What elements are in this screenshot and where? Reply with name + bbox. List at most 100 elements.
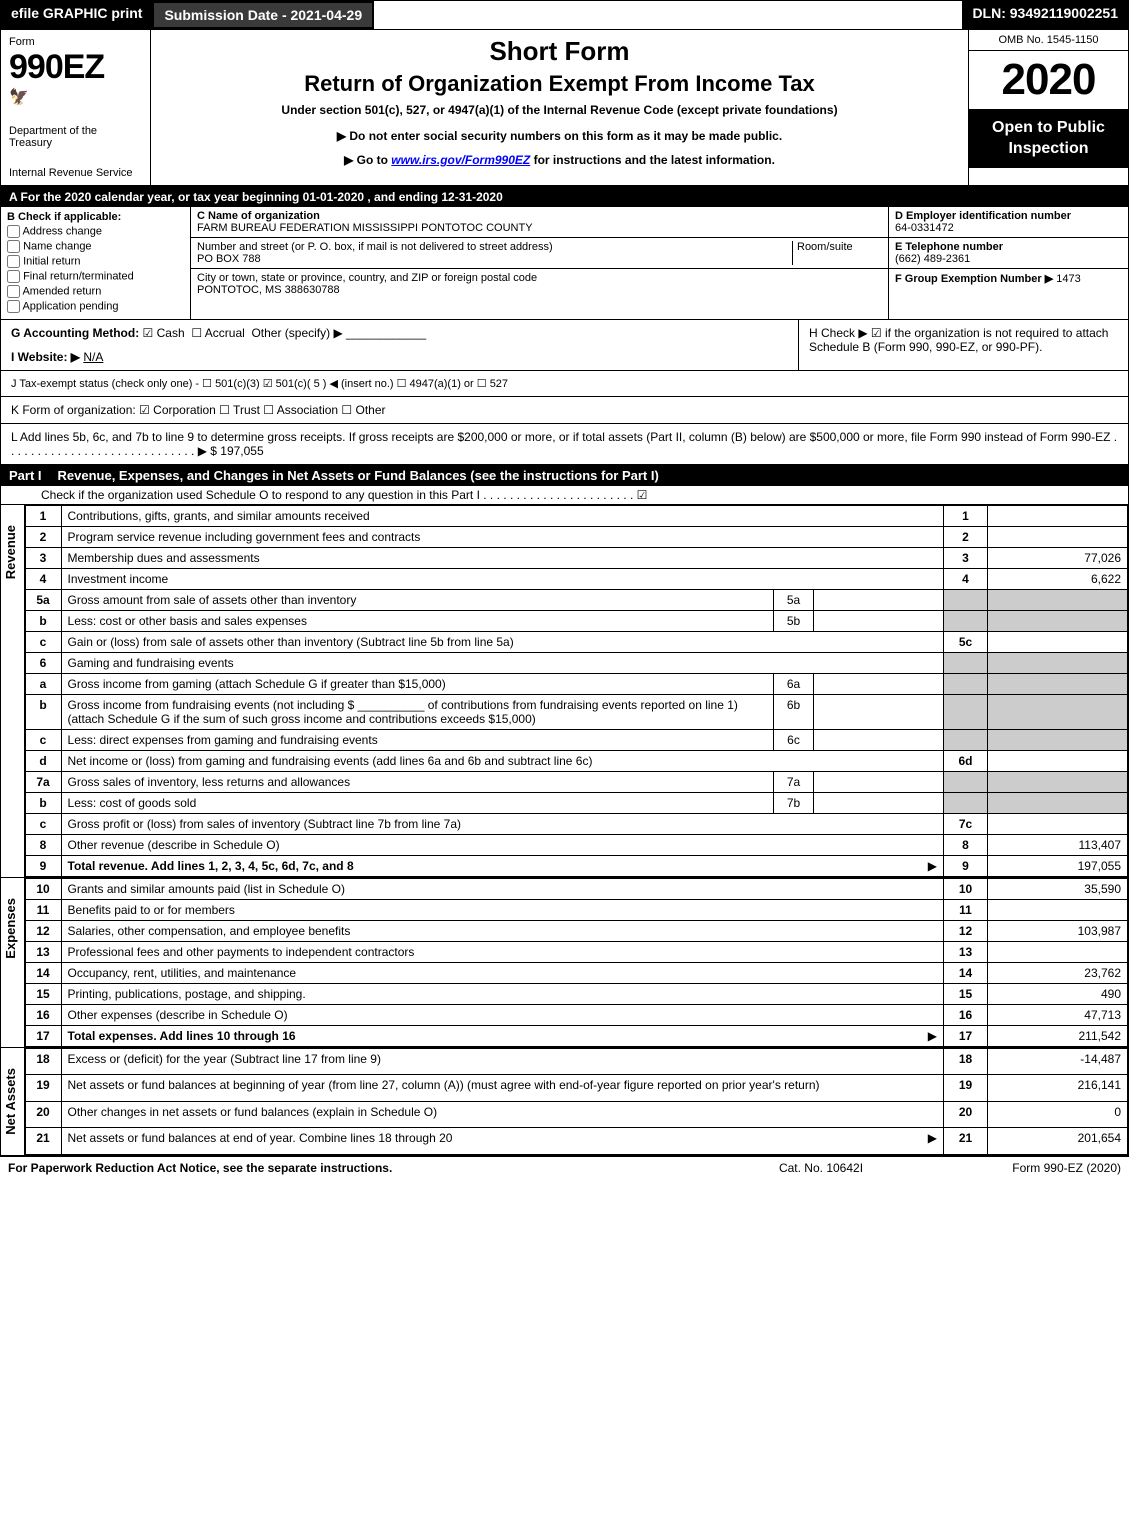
chk-amended-return[interactable]: Amended return bbox=[7, 285, 184, 298]
ln7b-s bbox=[944, 793, 988, 814]
ln5a-desc: Gross amount from sale of assets other t… bbox=[61, 590, 773, 611]
ln6d-desc: Net income or (loss) from gaming and fun… bbox=[61, 751, 943, 772]
ln5b-val bbox=[814, 611, 944, 632]
ln6c-sub: 6c bbox=[774, 730, 814, 751]
ln1-desc: Contributions, gifts, grants, and simila… bbox=[61, 506, 943, 527]
ln4-box: 4 bbox=[944, 569, 988, 590]
ln11-num: 11 bbox=[25, 900, 61, 921]
ln6b-sub: 6b bbox=[774, 695, 814, 730]
footer-formref: Form 990-EZ (2020) bbox=[921, 1161, 1121, 1175]
ln5c-box: 5c bbox=[944, 632, 988, 653]
website-value: N/A bbox=[83, 350, 103, 364]
ln18-box: 18 bbox=[944, 1049, 988, 1075]
chk-application-pending[interactable]: Application pending bbox=[7, 300, 184, 313]
ln5b-num: b bbox=[25, 611, 61, 632]
ln6a-num: a bbox=[25, 674, 61, 695]
ln5a-amtshade bbox=[988, 590, 1128, 611]
ln5a-val bbox=[814, 590, 944, 611]
phone-value: (662) 489-2361 bbox=[895, 253, 970, 265]
ln20-box: 20 bbox=[944, 1101, 988, 1127]
ln7b-num: b bbox=[25, 793, 61, 814]
ln6-amtshade bbox=[988, 653, 1128, 674]
form-number: 990EZ bbox=[9, 48, 142, 87]
ln2-box: 2 bbox=[944, 527, 988, 548]
ln8-desc: Other revenue (describe in Schedule O) bbox=[61, 835, 943, 856]
ln13-box: 13 bbox=[944, 942, 988, 963]
topbar-spacer bbox=[374, 1, 962, 29]
org-name: FARM BUREAU FEDERATION MISSISSIPPI PONTO… bbox=[197, 222, 533, 234]
ln20-desc: Other changes in net assets or fund bala… bbox=[61, 1101, 943, 1127]
ln9-arrow: ▶ bbox=[928, 859, 937, 873]
line-l-gross-receipts: L Add lines 5b, 6c, and 7b to line 9 to … bbox=[1, 424, 1128, 465]
ln6d-amt bbox=[988, 751, 1128, 772]
ln19-amt: 216,141 bbox=[988, 1075, 1128, 1101]
org-city: PONTOTOC, MS 388630788 bbox=[197, 284, 340, 296]
ln7a-desc: Gross sales of inventory, less returns a… bbox=[61, 772, 773, 793]
ln15-box: 15 bbox=[944, 984, 988, 1005]
opt-address: Address change bbox=[22, 225, 102, 237]
ln15-desc: Printing, publications, postage, and shi… bbox=[61, 984, 943, 1005]
ln7a-sub: 7a bbox=[774, 772, 814, 793]
ln6-shade bbox=[944, 653, 988, 674]
ln12-amt: 103,987 bbox=[988, 921, 1128, 942]
ln7b-sub: 7b bbox=[774, 793, 814, 814]
ln7c-num: c bbox=[25, 814, 61, 835]
line-a-taxyear: A For the 2020 calendar year, or tax yea… bbox=[1, 187, 1128, 207]
ln1-num: 1 bbox=[25, 506, 61, 527]
section-b-heading: B Check if applicable: bbox=[7, 211, 121, 223]
chk-initial-return[interactable]: Initial return bbox=[7, 255, 184, 268]
ln7b-desc: Less: cost of goods sold bbox=[61, 793, 773, 814]
ln21-desc: Net assets or fund balances at end of ye… bbox=[61, 1128, 943, 1154]
ln16-desc: Other expenses (describe in Schedule O) bbox=[61, 1005, 943, 1026]
ln6c-as bbox=[988, 730, 1128, 751]
ln21-arrow: ▶ bbox=[928, 1131, 937, 1145]
line-g-label: G Accounting Method: bbox=[11, 326, 139, 340]
ln7a-s bbox=[944, 772, 988, 793]
part1-label: Part I bbox=[9, 468, 58, 483]
chk-final-return[interactable]: Final return/terminated bbox=[7, 270, 184, 283]
note2-pre: ▶ Go to bbox=[344, 153, 391, 167]
part1-title: Revenue, Expenses, and Changes in Net As… bbox=[58, 468, 659, 483]
dln-label: DLN: 93492119002251 bbox=[962, 1, 1128, 29]
ln14-desc: Occupancy, rent, utilities, and maintena… bbox=[61, 963, 943, 984]
chk-cash[interactable]: ☑ Cash bbox=[143, 326, 185, 340]
ln6-desc: Gaming and fundraising events bbox=[61, 653, 943, 674]
ln5b-shade bbox=[944, 611, 988, 632]
ln6-num: 6 bbox=[25, 653, 61, 674]
part1-sub: Check if the organization used Schedule … bbox=[1, 486, 1128, 505]
ln17-num: 17 bbox=[25, 1026, 61, 1047]
line-i-label: I Website: ▶ bbox=[11, 350, 80, 364]
ln7c-amt bbox=[988, 814, 1128, 835]
ln3-box: 3 bbox=[944, 548, 988, 569]
ln5b-desc: Less: cost or other basis and sales expe… bbox=[61, 611, 773, 632]
ln7b-val bbox=[814, 793, 944, 814]
department-label: Department of the Treasury bbox=[9, 125, 142, 149]
d-ein-label: D Employer identification number bbox=[895, 210, 1071, 222]
ln4-num: 4 bbox=[25, 569, 61, 590]
ln7c-box: 7c bbox=[944, 814, 988, 835]
ein-value: 64-0331472 bbox=[895, 222, 954, 234]
chk-name-change[interactable]: Name change bbox=[7, 240, 184, 253]
ln18-num: 18 bbox=[25, 1049, 61, 1075]
ln5c-desc: Gain or (loss) from sale of assets other… bbox=[61, 632, 943, 653]
ln20-num: 20 bbox=[25, 1101, 61, 1127]
ln20-amt: 0 bbox=[988, 1101, 1128, 1127]
ln2-desc: Program service revenue including govern… bbox=[61, 527, 943, 548]
ln14-amt: 23,762 bbox=[988, 963, 1128, 984]
ln7a-num: 7a bbox=[25, 772, 61, 793]
ln3-desc: Membership dues and assessments bbox=[61, 548, 943, 569]
ln11-desc: Benefits paid to or for members bbox=[61, 900, 943, 921]
ln5c-amt bbox=[988, 632, 1128, 653]
ln5c-num: c bbox=[25, 632, 61, 653]
c-label: C Name of organization bbox=[197, 210, 320, 222]
chk-address-change[interactable]: Address change bbox=[7, 225, 184, 238]
chk-accrual[interactable]: ☐ Accrual bbox=[191, 326, 244, 340]
ln16-amt: 47,713 bbox=[988, 1005, 1128, 1026]
instructions-note: ▶ Go to www.irs.gov/Form990EZ for instru… bbox=[161, 153, 958, 167]
tax-year: 2020 bbox=[969, 51, 1128, 110]
e-phone-label: E Telephone number bbox=[895, 241, 1003, 253]
ln1-box: 1 bbox=[944, 506, 988, 527]
ln19-num: 19 bbox=[25, 1075, 61, 1101]
irs-link[interactable]: www.irs.gov/Form990EZ bbox=[391, 153, 530, 167]
ln18-desc: Excess or (deficit) for the year (Subtra… bbox=[61, 1049, 943, 1075]
